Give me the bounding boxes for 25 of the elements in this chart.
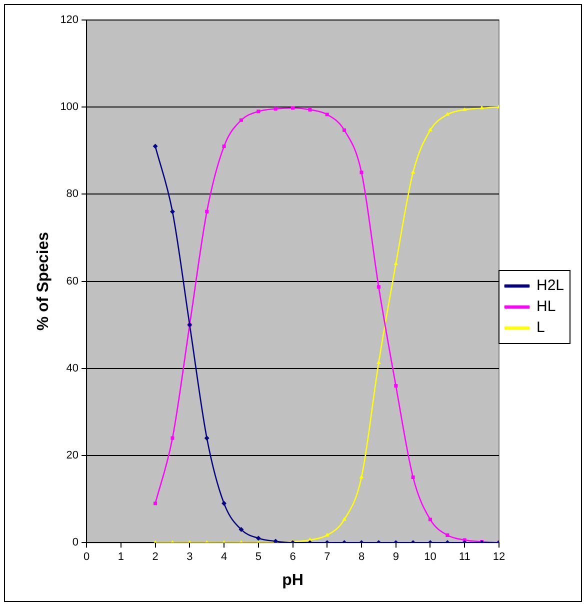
- y-tick-label: 80: [66, 188, 79, 200]
- x-tick-label: 9: [392, 551, 399, 564]
- x-tick-label: 6: [290, 551, 296, 564]
- x-axis-title: pH: [282, 572, 304, 589]
- x-tick-label: 3: [186, 551, 193, 564]
- x-tick-label: 7: [324, 551, 330, 564]
- x-tick-label: 12: [492, 551, 506, 564]
- x-tick-label: 1: [118, 551, 124, 564]
- legend-label: HL: [536, 298, 556, 316]
- x-tick-label: 2: [152, 551, 158, 564]
- x-tick-label: 8: [358, 551, 365, 564]
- legend-label: L: [536, 319, 545, 336]
- y-tick-label: 100: [60, 101, 79, 114]
- y-axis-title: % of Species: [35, 232, 52, 331]
- x-tick-label: 5: [255, 551, 262, 564]
- y-tick-label: 0: [72, 536, 79, 549]
- y-tick-label: 60: [66, 275, 79, 288]
- x-tick-label: 10: [424, 551, 436, 564]
- y-tick-label: 20: [66, 450, 79, 462]
- x-tick-label: 11: [458, 551, 470, 564]
- legend-label: H2L: [536, 277, 564, 294]
- y-tick-label: 40: [66, 362, 79, 374]
- x-tick-label: 4: [220, 551, 228, 564]
- x-tick-label: 0: [83, 551, 90, 564]
- y-tick-label: 120: [60, 14, 79, 26]
